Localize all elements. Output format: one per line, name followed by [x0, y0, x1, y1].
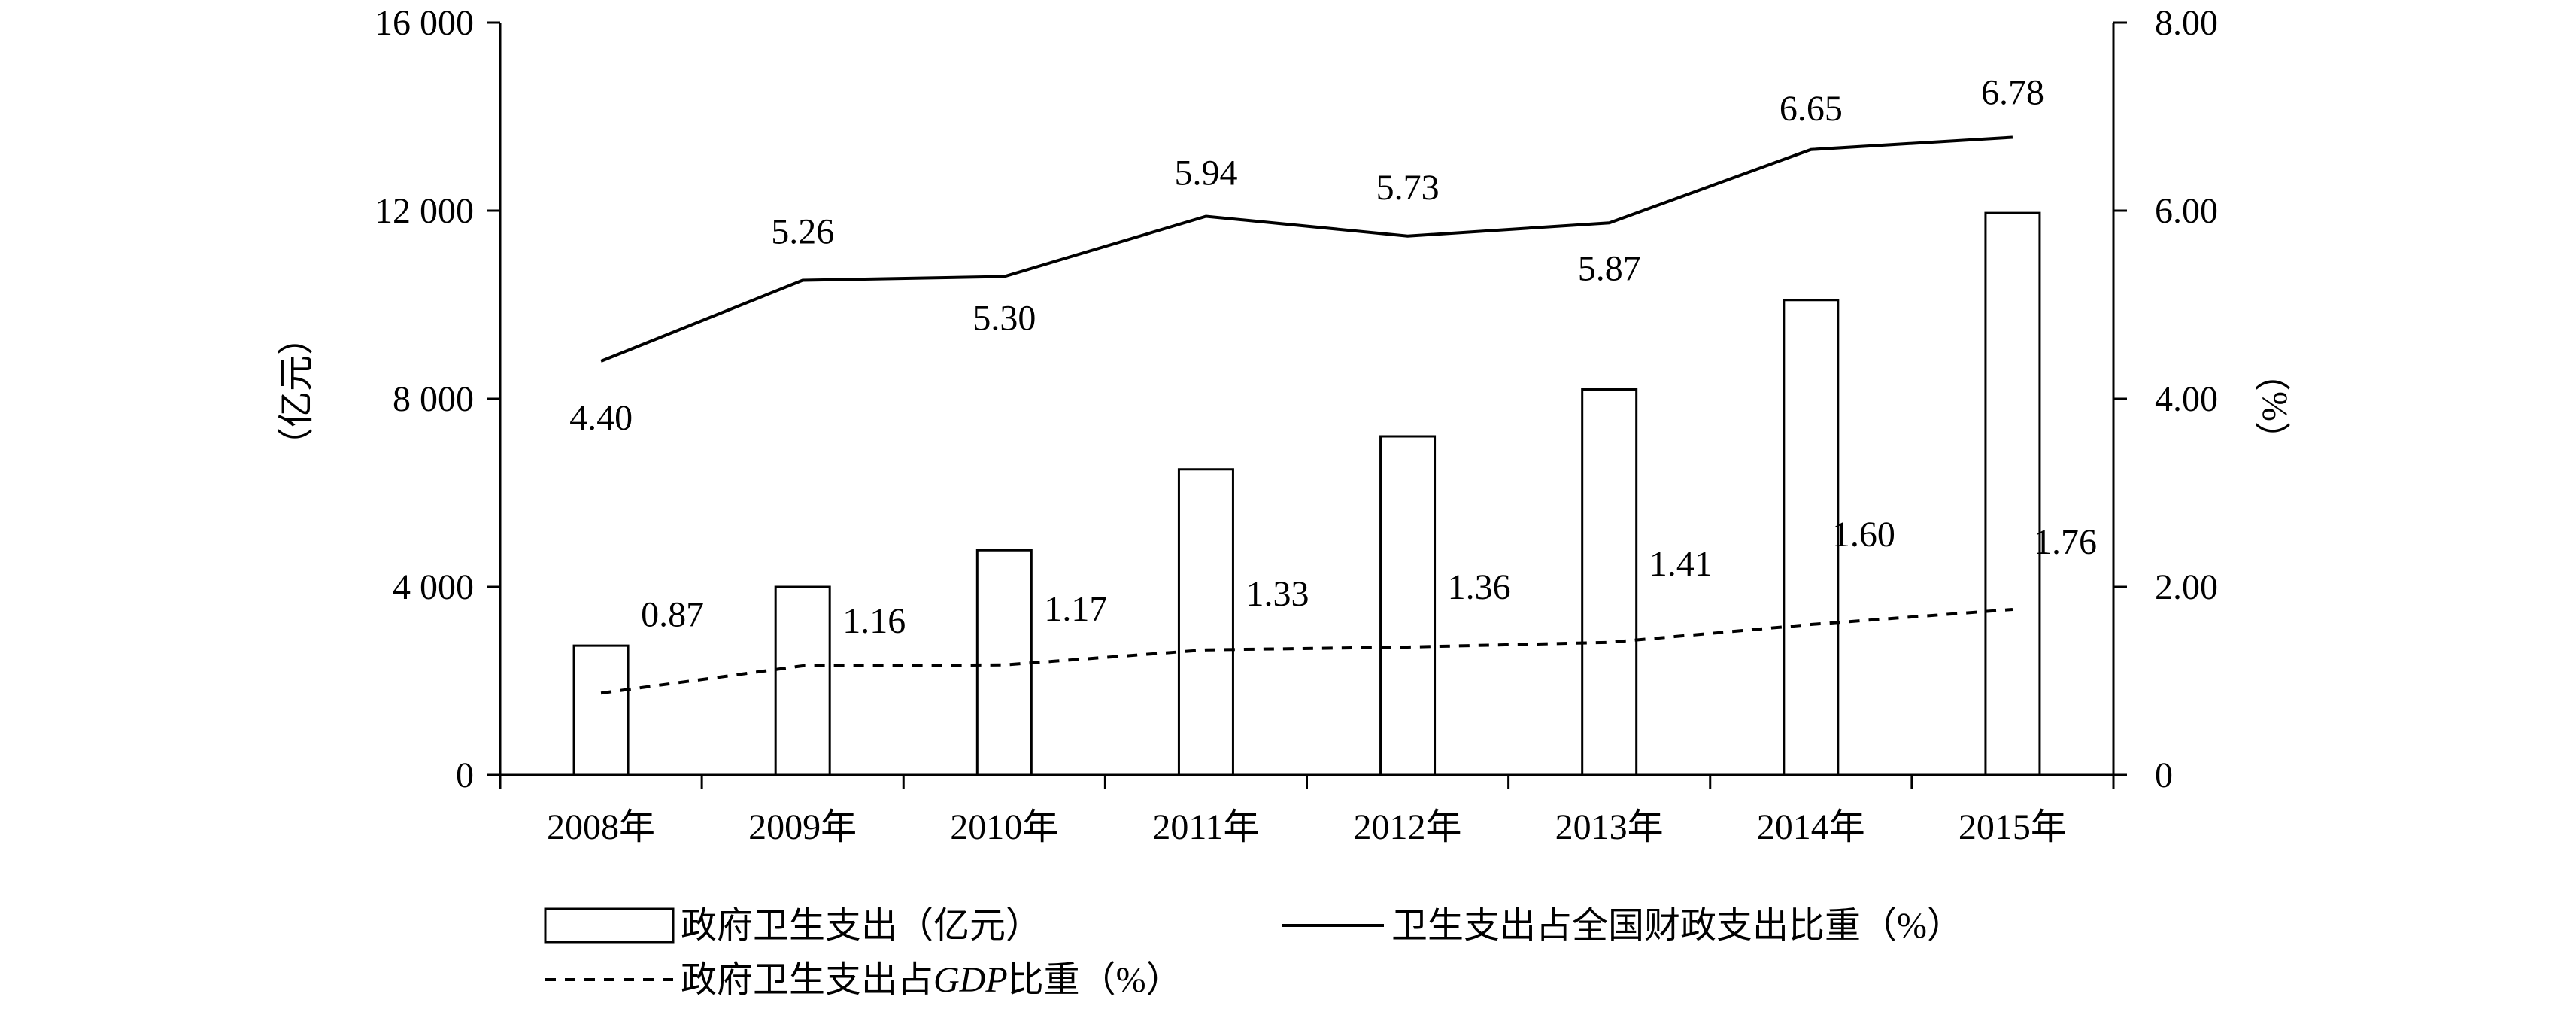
right-tick-label: 2.00: [2155, 567, 2218, 607]
bar: [1783, 299, 1840, 776]
data-label: 1.16: [842, 601, 906, 641]
data-label: 5.87: [1578, 248, 1641, 288]
legend-label: 政府卫生支出占GDP比重（%）: [681, 960, 1182, 1000]
left-tick-label: 16 000: [375, 3, 474, 43]
data-label: 6.65: [1780, 89, 1843, 129]
bar: [1581, 388, 1638, 776]
legend-label: 卫生支出占全国财政支出比重（%）: [1391, 906, 1963, 946]
data-label: 1.41: [1649, 544, 1713, 584]
left-tick-label: 8 000: [393, 379, 474, 419]
right-tick-label: 4.00: [2155, 379, 2218, 419]
bar: [774, 585, 831, 776]
gdp-share-line: [600, 608, 2013, 695]
y-axis-title-right: （%）: [2255, 355, 2295, 457]
data-label: 1.17: [1044, 589, 1107, 629]
left-tick-label: 4 000: [393, 567, 474, 607]
x-tick-label: 2010年: [950, 807, 1058, 847]
left-tick-label: 0: [456, 755, 474, 795]
y-axis-title-left: （亿元）: [277, 319, 317, 463]
legend-bar-symbol: [544, 907, 675, 944]
data-label: 1.33: [1246, 574, 1309, 614]
right-tick-label: 6.00: [2155, 191, 2218, 231]
data-label: 5.73: [1376, 168, 1440, 208]
data-label: 0.87: [641, 594, 704, 634]
x-tick-label: 2012年: [1354, 807, 1462, 847]
bar: [572, 644, 630, 776]
data-label: 1.60: [1832, 515, 1895, 555]
data-label: 5.26: [771, 212, 834, 252]
data-label: 6.78: [1981, 73, 2044, 113]
bar: [975, 549, 1033, 776]
bar: [1177, 468, 1234, 776]
fiscal-share-line: [600, 135, 2013, 363]
left-tick-label: 12 000: [375, 191, 474, 231]
data-label: 1.36: [1448, 567, 1511, 607]
data-label: 5.30: [972, 299, 1036, 339]
x-tick-label: 2013年: [1555, 807, 1664, 847]
x-tick-label: 2014年: [1757, 807, 1865, 847]
bar: [1984, 211, 2041, 776]
x-tick-label: 2011年: [1152, 807, 1259, 847]
right-tick-label: 0: [2155, 755, 2173, 795]
data-label: 1.76: [2034, 522, 2097, 562]
legend-label: 政府卫生支出（亿元）: [681, 906, 1042, 946]
bar: [1379, 435, 1437, 776]
data-label: 4.40: [569, 398, 633, 438]
x-tick-label: 2009年: [748, 807, 857, 847]
right-tick-label: 8.00: [2155, 3, 2218, 43]
x-tick-label: 2015年: [1959, 807, 2067, 847]
data-label: 5.94: [1174, 153, 1237, 193]
x-tick-label: 2008年: [547, 807, 655, 847]
